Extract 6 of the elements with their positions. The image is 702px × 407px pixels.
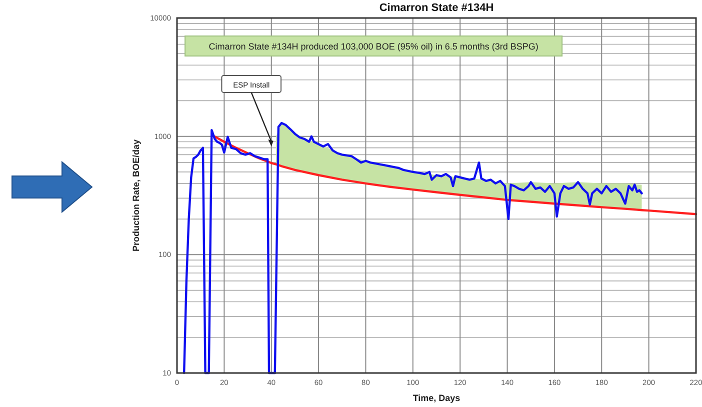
chart-title: Cimarron State #134H bbox=[379, 2, 494, 14]
x-axis-title: Time, Days bbox=[412, 393, 460, 403]
y-axis-title: Production Rate, BOE/day bbox=[131, 139, 141, 252]
line-series bbox=[182, 122, 643, 374]
annotation: Cimarron State #134H produced 103,000 BOE (95% oil) in 6.5 months (3rd BSPG) bbox=[208, 42, 538, 52]
line-series bbox=[211, 134, 698, 216]
